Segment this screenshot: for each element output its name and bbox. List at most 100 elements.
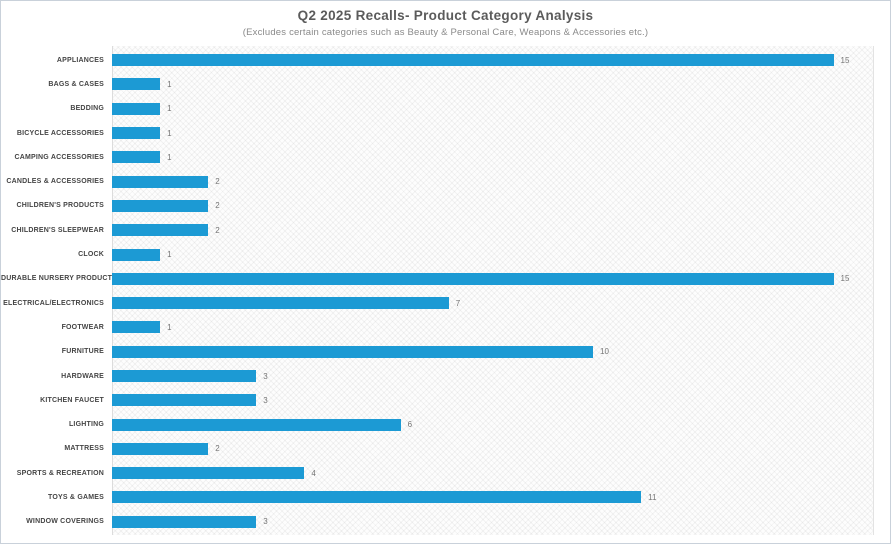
chart-row: SPORTS & RECREATION 4 bbox=[1, 461, 874, 485]
bar bbox=[112, 321, 161, 334]
value-label: 2 bbox=[215, 177, 220, 187]
value-label: 1 bbox=[167, 152, 172, 162]
value-label: 3 bbox=[263, 517, 268, 527]
category-label: CAMPING ACCESSORIES bbox=[14, 153, 104, 161]
bar bbox=[112, 54, 834, 67]
chart-row: FURNITURE 10 bbox=[1, 340, 874, 364]
bar-track: 1 bbox=[112, 72, 874, 96]
category-label: BEDDING bbox=[70, 105, 104, 113]
bar bbox=[112, 345, 593, 358]
value-label: 15 bbox=[840, 274, 850, 284]
chart-row: BAGS & CASES 1 bbox=[1, 72, 874, 96]
value-label: 1 bbox=[167, 250, 172, 260]
bar-track: 3 bbox=[112, 510, 874, 534]
bar bbox=[112, 418, 401, 431]
category-label: WINDOW COVERINGS bbox=[26, 518, 104, 526]
category-label: FOOTWEAR bbox=[61, 323, 104, 331]
category-label: SPORTS & RECREATION bbox=[16, 469, 104, 477]
category-label: CANDLES & ACCESSORIES bbox=[6, 178, 104, 186]
category-label: BICYCLE ACCESSORIES bbox=[16, 129, 104, 137]
bar-track: 1 bbox=[112, 315, 874, 339]
chart-row: MATTRESS 2 bbox=[1, 437, 874, 461]
value-label: 4 bbox=[311, 468, 316, 478]
chart-title: Q2 2025 Recalls- Product Category Analys… bbox=[297, 8, 594, 23]
category-label: FURNITURE bbox=[61, 348, 104, 356]
chart-header: Q2 2025 Recalls- Product Category Analys… bbox=[1, 8, 890, 38]
bar bbox=[112, 442, 209, 455]
bar-track: 1 bbox=[112, 145, 874, 169]
chart-row: CHILDREN'S PRODUCTS 2 bbox=[1, 194, 874, 218]
category-label: CHILDREN'S SLEEPWEAR bbox=[11, 226, 104, 234]
category-label: BAGS & CASES bbox=[48, 80, 104, 88]
chart-row: LIGHTING 6 bbox=[1, 412, 874, 436]
chart-row: ELECTRICAL/ELECTRONICS 7 bbox=[1, 291, 874, 315]
value-label: 15 bbox=[840, 55, 850, 65]
category-label: APPLIANCES bbox=[56, 56, 104, 64]
category-label: DURABLE NURSERY PRODUCT bbox=[1, 275, 113, 283]
category-label: LIGHTING bbox=[68, 421, 104, 429]
bar bbox=[112, 199, 209, 212]
chart-row: CANDLES & ACCESSORIES 2 bbox=[1, 169, 874, 193]
bar-track: 2 bbox=[112, 218, 874, 242]
bar-track: 15 bbox=[112, 267, 874, 291]
bar bbox=[112, 127, 161, 140]
bar-track: 15 bbox=[112, 48, 874, 72]
bar bbox=[112, 491, 642, 504]
chart-row: HARDWARE 3 bbox=[1, 364, 874, 388]
category-label: CLOCK bbox=[78, 251, 104, 259]
bar-track: 4 bbox=[112, 461, 874, 485]
bar bbox=[112, 248, 161, 261]
chart-row: CHILDREN'S SLEEPWEAR 2 bbox=[1, 218, 874, 242]
bar-track: 2 bbox=[112, 437, 874, 461]
bar-track: 2 bbox=[112, 169, 874, 193]
bar-track: 1 bbox=[112, 121, 874, 145]
chart-row: DURABLE NURSERY PRODUCT 15 bbox=[1, 267, 874, 291]
bar-track: 7 bbox=[112, 291, 874, 315]
chart-rows: APPLIANCES 15 BAGS & CASES 1 BEDDING 1 BICYCLE… bbox=[1, 48, 874, 534]
bar bbox=[112, 175, 209, 188]
chart-row: CAMPING ACCESSORIES 1 bbox=[1, 145, 874, 169]
value-label: 6 bbox=[407, 420, 413, 430]
value-label: 1 bbox=[167, 128, 172, 138]
bar bbox=[112, 151, 161, 164]
bar-track: 11 bbox=[112, 485, 874, 509]
value-label: 2 bbox=[215, 225, 220, 235]
bar bbox=[112, 394, 257, 407]
chart-row: APPLIANCES 15 bbox=[1, 48, 874, 72]
bar bbox=[112, 515, 257, 528]
bar-track: 2 bbox=[112, 194, 874, 218]
value-label: 2 bbox=[215, 444, 220, 454]
chart-row: WINDOW COVERINGS 3 bbox=[1, 510, 874, 534]
chart-row: BICYCLE ACCESSORIES 1 bbox=[1, 121, 874, 145]
category-label: KITCHEN FAUCET bbox=[40, 396, 104, 404]
value-label: 7 bbox=[455, 298, 461, 308]
plot-area-background bbox=[112, 46, 874, 535]
bar bbox=[112, 224, 209, 237]
bar-track: 10 bbox=[112, 340, 874, 364]
value-label: 1 bbox=[167, 104, 172, 114]
value-label: 11 bbox=[648, 492, 657, 502]
bar bbox=[112, 102, 161, 115]
bar-track: 3 bbox=[112, 364, 874, 388]
chart-row: BEDDING 1 bbox=[1, 97, 874, 121]
category-label: ELECTRICAL/ELECTRONICS bbox=[3, 299, 104, 307]
category-label: MATTRESS bbox=[64, 445, 104, 453]
category-label: HARDWARE bbox=[61, 372, 104, 380]
bar bbox=[112, 467, 305, 480]
bar-track: 3 bbox=[112, 388, 874, 412]
value-label: 2 bbox=[215, 201, 220, 211]
chart-row: TOYS & GAMES 11 bbox=[1, 485, 874, 509]
bar-track: 1 bbox=[112, 242, 874, 266]
value-label: 10 bbox=[600, 347, 609, 357]
bar bbox=[112, 78, 161, 91]
bar bbox=[112, 370, 257, 382]
category-label: CHILDREN'S PRODUCTS bbox=[16, 202, 104, 210]
chart-row: FOOTWEAR 1 bbox=[1, 315, 874, 339]
chart-subtitle: (Excludes certain categories such as Bea… bbox=[242, 27, 649, 38]
bar-track: 1 bbox=[112, 97, 874, 121]
chart-row: KITCHEN FAUCET 3 bbox=[1, 388, 874, 412]
bar bbox=[112, 297, 449, 310]
category-label: TOYS & GAMES bbox=[48, 493, 104, 501]
value-label: 1 bbox=[167, 322, 172, 332]
